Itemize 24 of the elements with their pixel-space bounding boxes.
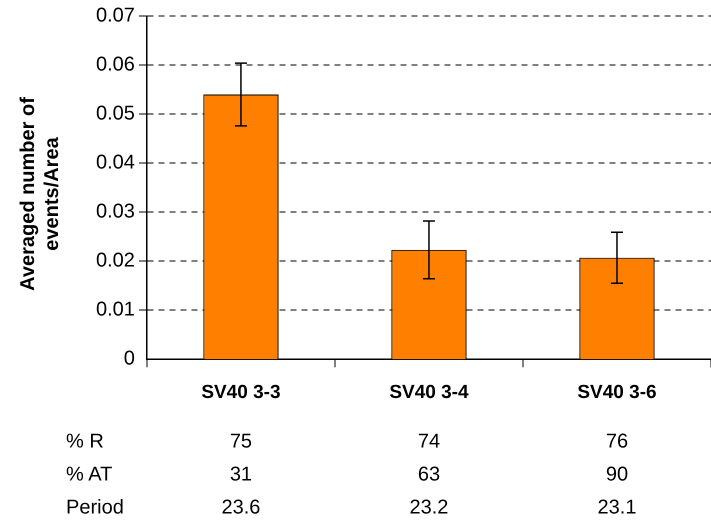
text: 74	[418, 430, 440, 454]
y-tick-label: 0.07	[96, 4, 135, 27]
y-tick-label: 0.05	[96, 102, 135, 125]
x-tick-label: SV40 3-6	[577, 382, 657, 403]
text: % R	[66, 430, 104, 454]
y-tick-label: 0.06	[96, 54, 135, 76]
y-tick-label: 0	[124, 348, 135, 370]
x-tick-label: SV40 3-4	[389, 382, 469, 403]
text: 76	[606, 430, 628, 454]
y-tick-label: 0.03	[96, 200, 135, 223]
y-tick-label: 0.02	[96, 250, 135, 272]
text: 23.1	[598, 496, 636, 520]
text: 75	[230, 430, 252, 454]
text: Period	[66, 496, 124, 520]
y-tick-label: 0.01	[96, 298, 135, 321]
y-axis-title: Averaged number of events/Area	[16, 96, 64, 293]
text: 31	[230, 464, 252, 486]
x-tick-label: SV40 3-3	[201, 382, 281, 403]
text: % AT	[66, 464, 112, 486]
text: 23.2	[409, 496, 448, 520]
text: 23.6	[221, 496, 260, 520]
text: 63	[418, 464, 440, 486]
text: 90	[606, 464, 628, 486]
y-tick-label: 0.04	[96, 152, 135, 174]
